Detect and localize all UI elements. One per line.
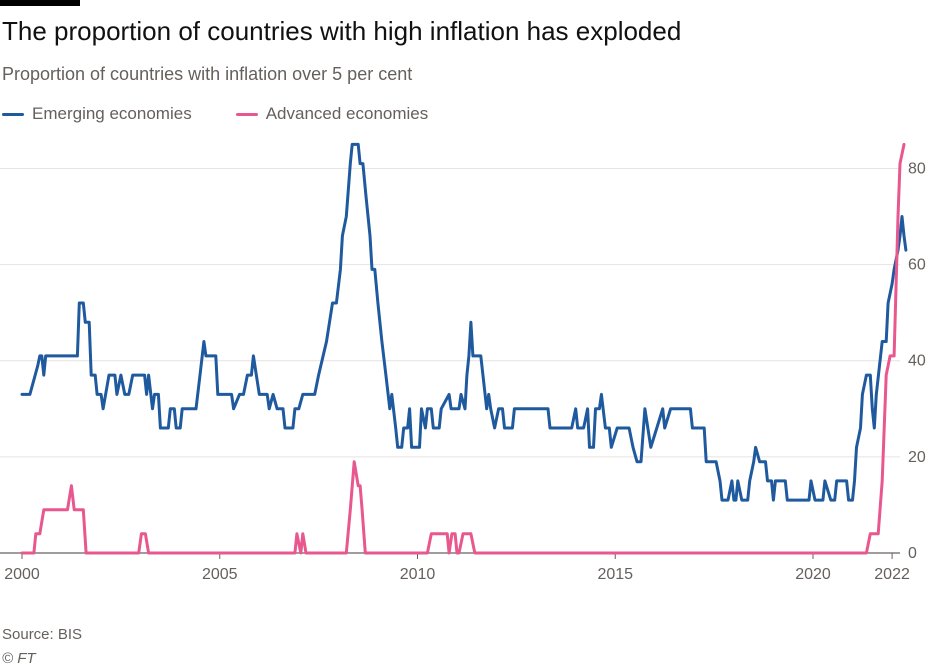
x-tick-label: 2000 xyxy=(4,566,40,583)
legend-swatch-emerging xyxy=(2,112,24,116)
x-tick-label: 2015 xyxy=(597,566,633,583)
y-tick-label: 20 xyxy=(908,449,926,466)
brand-bar xyxy=(0,0,80,6)
y-tick-label: 40 xyxy=(908,353,926,370)
x-axis: 2000 2005 2010 2015 2020 2022 xyxy=(4,553,910,583)
legend-label-emerging: Emerging economies xyxy=(32,104,192,123)
legend-swatch-advanced xyxy=(235,112,258,116)
x-tick-label: 2020 xyxy=(795,566,831,583)
legend-item-advanced: Advanced economies xyxy=(235,104,429,124)
legend-item-emerging: Emerging economies xyxy=(2,104,192,124)
y-tick-label: 60 xyxy=(908,257,926,274)
line-chart: 0 20 40 60 80 2000 2005 2010 2015 2020 2022 xyxy=(0,142,926,583)
chart-title: The proportion of countries with high in… xyxy=(2,16,682,46)
copyright-note: © FT xyxy=(2,650,36,667)
series-line-emerging xyxy=(20,142,908,502)
chart-subtitle: Proportion of countries with inflation o… xyxy=(2,64,413,84)
y-tick-label: 0 xyxy=(908,545,917,562)
series-line-advanced xyxy=(20,142,906,555)
x-tick-label: 2022 xyxy=(874,566,910,583)
y-tick-label: 80 xyxy=(908,160,926,177)
gridlines xyxy=(0,167,900,554)
y-axis-ticks: 0 20 40 60 80 xyxy=(908,160,926,562)
source-note: Source: BIS xyxy=(2,626,83,643)
legend-label-advanced: Advanced economies xyxy=(265,104,429,123)
legend: Emerging economies Advanced economies xyxy=(2,104,428,124)
x-tick-label: 2010 xyxy=(400,566,436,583)
series-lines xyxy=(20,142,908,555)
x-tick-label: 2005 xyxy=(202,566,238,583)
